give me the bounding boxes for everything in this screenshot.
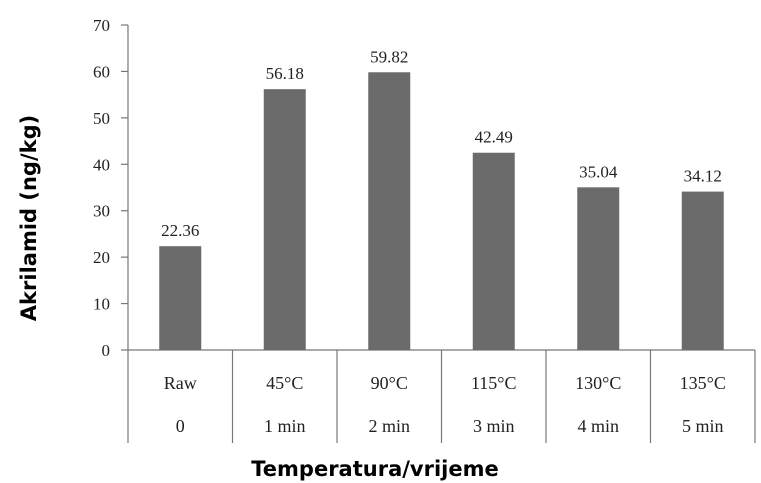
x-axis-title: Temperatura/vrijeme — [251, 457, 498, 481]
bar — [263, 89, 306, 351]
y-tick-label: 10 — [93, 295, 110, 314]
category-label-temperature: 130°C — [575, 373, 621, 393]
y-axis-title: Akrilamid (ng/kg) — [17, 115, 41, 321]
category-label-time: 0 — [176, 416, 185, 436]
y-tick-label: 20 — [93, 248, 110, 267]
category-label-time: 3 min — [473, 416, 515, 436]
category-label-temperature: 45°C — [266, 373, 303, 393]
y-tick-label: 70 — [93, 16, 110, 35]
data-label: 34.12 — [684, 167, 722, 186]
data-label: 22.36 — [161, 221, 199, 240]
data-label: 59.82 — [370, 47, 408, 66]
category-label-time: 2 min — [368, 416, 410, 436]
category-label-temperature: 135°C — [680, 373, 726, 393]
x-axis — [127, 349, 756, 443]
y-tick-label: 30 — [93, 202, 110, 221]
data-labels: 22.36 56.18 59.82 42.49 35.04 34.12 — [161, 47, 722, 240]
data-label: 35.04 — [579, 162, 618, 181]
bar — [159, 246, 202, 350]
y-tick-label: 40 — [93, 155, 110, 174]
y-axis: 0 10 20 30 40 50 60 70 — [93, 16, 129, 360]
y-tick-label: 60 — [93, 62, 110, 81]
data-label: 42.49 — [475, 128, 513, 147]
y-tick-label: 0 — [102, 341, 111, 360]
category-label-temperature: 115°C — [471, 373, 517, 393]
category-label-time: 4 min — [577, 416, 619, 436]
category-label-temperature: Raw — [164, 373, 197, 393]
y-tick-label: 50 — [93, 109, 110, 128]
category-label-time: 1 min — [264, 416, 306, 436]
bar — [577, 187, 620, 350]
bar — [472, 152, 515, 350]
bar — [681, 191, 724, 350]
category-label-temperature: 90°C — [371, 373, 408, 393]
category-labels: Raw 0 45°C 1 min 90°C 2 min 115°C 3 min 130°C 4 m… — [164, 373, 726, 436]
bars — [159, 72, 724, 351]
category-label-time: 5 min — [682, 416, 724, 436]
data-label: 56.18 — [266, 64, 304, 83]
bar — [368, 72, 411, 350]
